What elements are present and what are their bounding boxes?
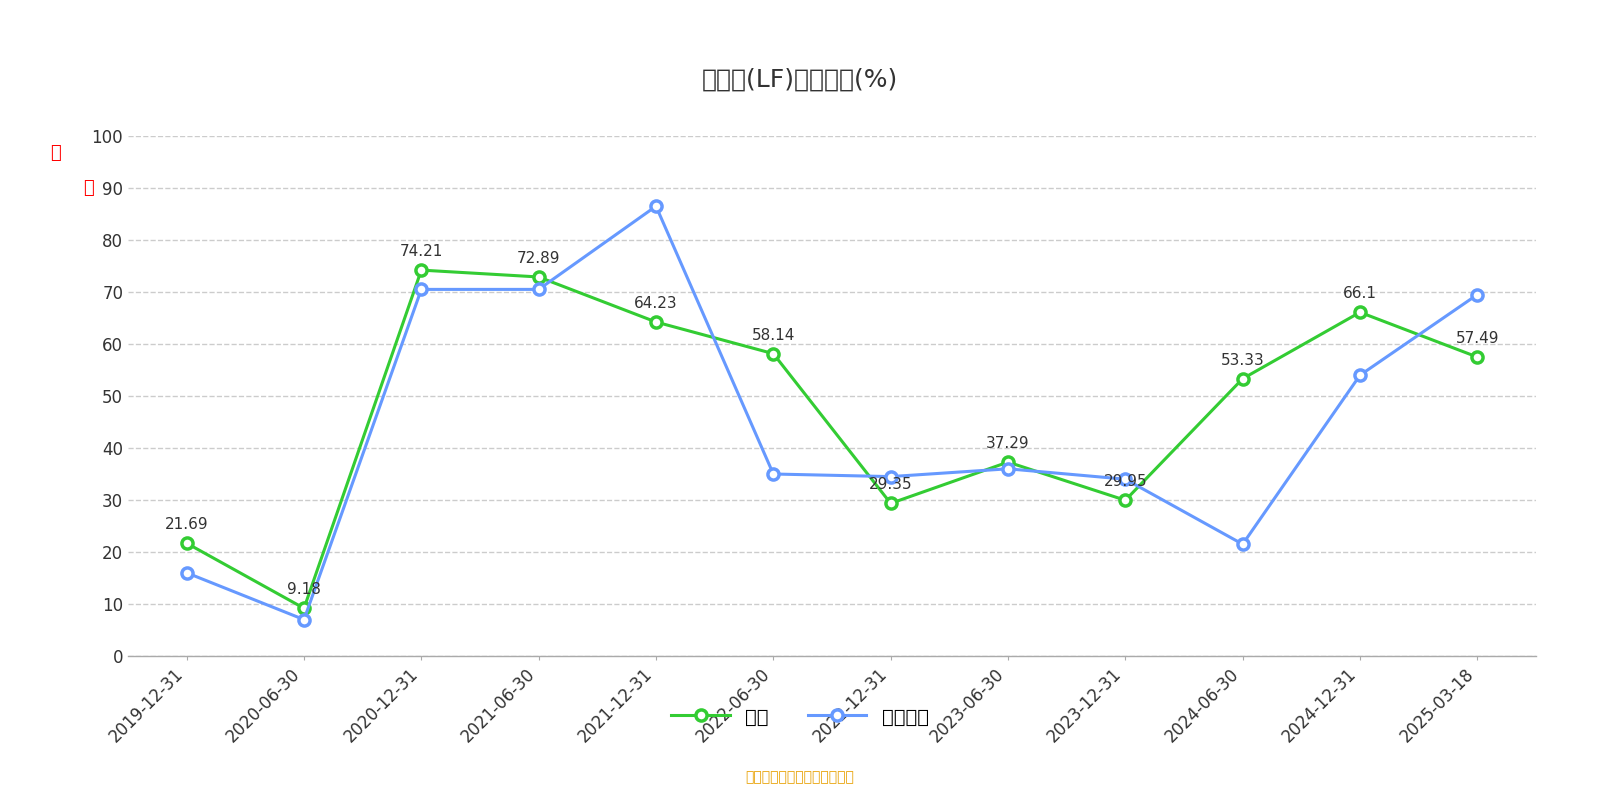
行业均值 xyxy=(294,614,314,624)
Text: 66.1: 66.1 xyxy=(1342,286,1378,301)
Text: 74.21: 74.21 xyxy=(400,244,443,259)
公司 xyxy=(763,349,782,358)
Text: 制图数据来自恒生聚源数据库: 制图数据来自恒生聚源数据库 xyxy=(746,770,854,784)
Legend: 公司, 行业均值: 公司, 行业均值 xyxy=(664,699,936,734)
Text: 29.35: 29.35 xyxy=(869,478,912,492)
行业均值 xyxy=(882,472,901,482)
公司 xyxy=(646,318,666,327)
行业均值 xyxy=(178,568,197,578)
Text: 58.14: 58.14 xyxy=(752,327,795,342)
行业均值 xyxy=(1234,539,1253,549)
公司 xyxy=(530,272,549,282)
行业均值 xyxy=(646,202,666,211)
公司 xyxy=(1467,352,1486,362)
Text: 64.23: 64.23 xyxy=(634,296,678,311)
Text: 市净率(LF)历史分位(%): 市净率(LF)历史分位(%) xyxy=(702,68,898,92)
Text: 警: 警 xyxy=(83,179,93,197)
公司 xyxy=(1115,495,1134,505)
Text: 57.49: 57.49 xyxy=(1456,331,1499,346)
Text: 37.29: 37.29 xyxy=(986,436,1030,451)
Text: 9.18: 9.18 xyxy=(286,582,322,597)
行业均值 xyxy=(530,285,549,294)
公司 xyxy=(411,266,430,275)
公司 xyxy=(882,498,901,508)
Text: 29.95: 29.95 xyxy=(1104,474,1147,489)
Line: 行业均值: 行业均值 xyxy=(181,201,1483,625)
行业均值 xyxy=(411,285,430,294)
公司 xyxy=(178,538,197,548)
公司 xyxy=(998,458,1018,467)
Text: 72.89: 72.89 xyxy=(517,251,560,266)
Text: 21.69: 21.69 xyxy=(165,517,208,532)
公司 xyxy=(1350,307,1370,317)
行业均值 xyxy=(998,464,1018,474)
行业均值 xyxy=(1350,370,1370,380)
公司 xyxy=(1234,374,1253,383)
行业均值 xyxy=(1467,290,1486,299)
行业均值 xyxy=(763,469,782,478)
Text: 53.33: 53.33 xyxy=(1221,353,1264,367)
Text: 警: 警 xyxy=(51,144,61,162)
Line: 公司: 公司 xyxy=(181,265,1483,614)
行业均值 xyxy=(1115,474,1134,484)
公司 xyxy=(294,603,314,613)
